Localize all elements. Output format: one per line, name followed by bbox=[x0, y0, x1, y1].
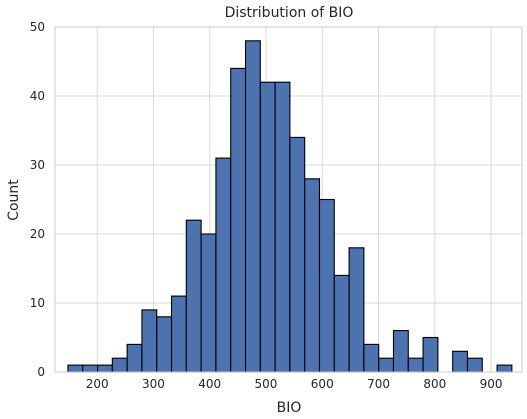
x-tick-label: 700 bbox=[367, 377, 390, 391]
histogram-bar bbox=[216, 158, 231, 372]
histogram-bar bbox=[275, 82, 290, 372]
histogram-bar bbox=[112, 358, 127, 372]
histogram-bar bbox=[349, 248, 364, 372]
histogram-bar bbox=[83, 365, 98, 372]
histogram-bar bbox=[379, 358, 394, 372]
x-tick-label: 800 bbox=[423, 377, 446, 391]
x-tick-label: 400 bbox=[198, 377, 221, 391]
histogram-bar bbox=[68, 365, 83, 372]
histogram-bar bbox=[423, 338, 438, 373]
histogram-bar bbox=[305, 179, 320, 372]
histogram-bar bbox=[320, 200, 335, 373]
y-axis-ticks: 0 10 20 30 40 50 bbox=[30, 20, 45, 379]
bars bbox=[68, 41, 512, 372]
histogram-bar bbox=[334, 275, 349, 372]
histogram-bar bbox=[127, 344, 142, 372]
x-axis-ticks: 200 300 400 500 600 700 800 900 bbox=[86, 377, 503, 391]
y-tick-label: 30 bbox=[30, 158, 45, 172]
y-tick-label: 0 bbox=[37, 365, 45, 379]
y-tick-label: 40 bbox=[30, 89, 45, 103]
histogram-bar bbox=[364, 344, 379, 372]
histogram-bar bbox=[201, 234, 216, 372]
y-tick-label: 10 bbox=[30, 296, 45, 310]
x-axis-label: BIO bbox=[277, 400, 302, 416]
x-tick-label: 600 bbox=[311, 377, 334, 391]
histogram-bar bbox=[467, 358, 482, 372]
x-tick-label: 500 bbox=[255, 377, 278, 391]
y-tick-label: 20 bbox=[30, 227, 45, 241]
histogram-bar bbox=[246, 41, 261, 372]
x-tick-label: 300 bbox=[142, 377, 165, 391]
histogram-bar bbox=[157, 317, 172, 372]
histogram-bar bbox=[98, 365, 113, 372]
histogram-bar bbox=[142, 310, 157, 372]
histogram-bar bbox=[260, 82, 275, 372]
histogram-bar bbox=[408, 358, 423, 372]
histogram-bar bbox=[497, 365, 512, 372]
histogram-bar bbox=[393, 331, 408, 372]
histogram-bar bbox=[290, 137, 305, 372]
histogram-bar bbox=[231, 68, 246, 372]
y-axis-label: Count bbox=[6, 179, 22, 221]
histogram-bar bbox=[172, 296, 187, 372]
chart-title: Distribution of BIO bbox=[225, 5, 354, 21]
x-tick-label: 900 bbox=[480, 377, 503, 391]
y-tick-label: 50 bbox=[30, 20, 45, 34]
histogram-bar bbox=[453, 351, 468, 372]
x-tick-label: 200 bbox=[86, 377, 109, 391]
histogram-bar bbox=[186, 220, 201, 372]
